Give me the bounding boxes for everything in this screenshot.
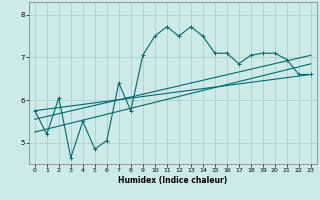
X-axis label: Humidex (Indice chaleur): Humidex (Indice chaleur) <box>118 176 228 185</box>
